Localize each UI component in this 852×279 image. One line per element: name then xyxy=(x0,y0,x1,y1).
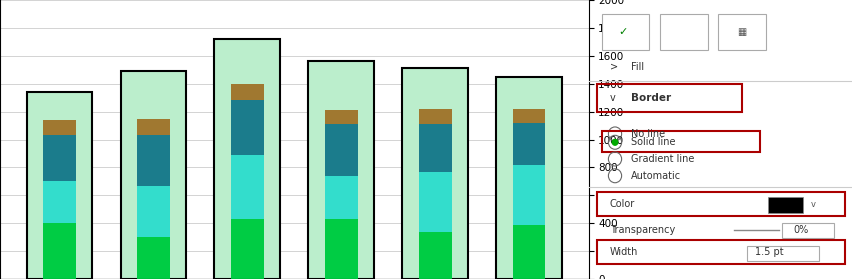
Text: 0%: 0% xyxy=(792,225,808,235)
Bar xyxy=(325,124,357,176)
Bar xyxy=(137,237,170,279)
Bar xyxy=(308,61,374,279)
Bar xyxy=(780,223,833,238)
Bar xyxy=(596,192,844,216)
Text: v: v xyxy=(809,200,815,209)
Bar xyxy=(717,14,765,50)
Text: Fill: Fill xyxy=(630,62,643,72)
Text: ✓: ✓ xyxy=(618,27,627,37)
Bar xyxy=(746,246,818,261)
Bar xyxy=(26,92,92,279)
Text: 1.5 pt: 1.5 pt xyxy=(754,247,783,257)
Text: Transparency: Transparency xyxy=(609,225,674,235)
Text: No line: No line xyxy=(630,129,665,139)
Bar xyxy=(512,165,544,225)
Bar xyxy=(659,14,706,50)
Bar xyxy=(601,14,648,50)
Bar xyxy=(601,131,759,152)
Bar xyxy=(43,181,76,223)
Bar xyxy=(214,39,279,279)
Bar xyxy=(231,100,263,155)
Text: Color: Color xyxy=(609,199,634,209)
Text: Solid line: Solid line xyxy=(630,137,675,147)
Bar xyxy=(325,219,357,279)
Bar xyxy=(418,124,451,172)
Text: >: > xyxy=(609,62,617,72)
Bar xyxy=(418,172,451,232)
Circle shape xyxy=(611,139,618,146)
Bar xyxy=(325,110,357,124)
Bar xyxy=(137,186,170,237)
Text: ▦: ▦ xyxy=(736,27,746,37)
Bar xyxy=(120,71,186,279)
Text: Gradient line: Gradient line xyxy=(630,154,694,164)
Bar xyxy=(43,223,76,279)
Bar xyxy=(43,120,76,135)
Bar xyxy=(418,232,451,279)
Bar xyxy=(325,176,357,219)
Bar xyxy=(231,155,263,219)
Bar xyxy=(231,219,263,279)
Bar xyxy=(512,225,544,279)
Bar xyxy=(496,77,561,279)
Bar xyxy=(402,68,468,279)
Text: Width: Width xyxy=(609,247,637,257)
Bar xyxy=(596,84,741,112)
Bar xyxy=(512,109,544,123)
Bar xyxy=(137,119,170,135)
Text: Automatic: Automatic xyxy=(630,171,680,181)
Text: Border: Border xyxy=(630,93,671,103)
Text: v: v xyxy=(609,93,615,103)
Bar xyxy=(596,240,844,264)
Bar xyxy=(43,135,76,181)
Bar xyxy=(231,84,263,100)
Bar xyxy=(512,123,544,165)
Bar xyxy=(418,109,451,124)
Bar xyxy=(137,135,170,186)
Bar xyxy=(768,197,802,213)
